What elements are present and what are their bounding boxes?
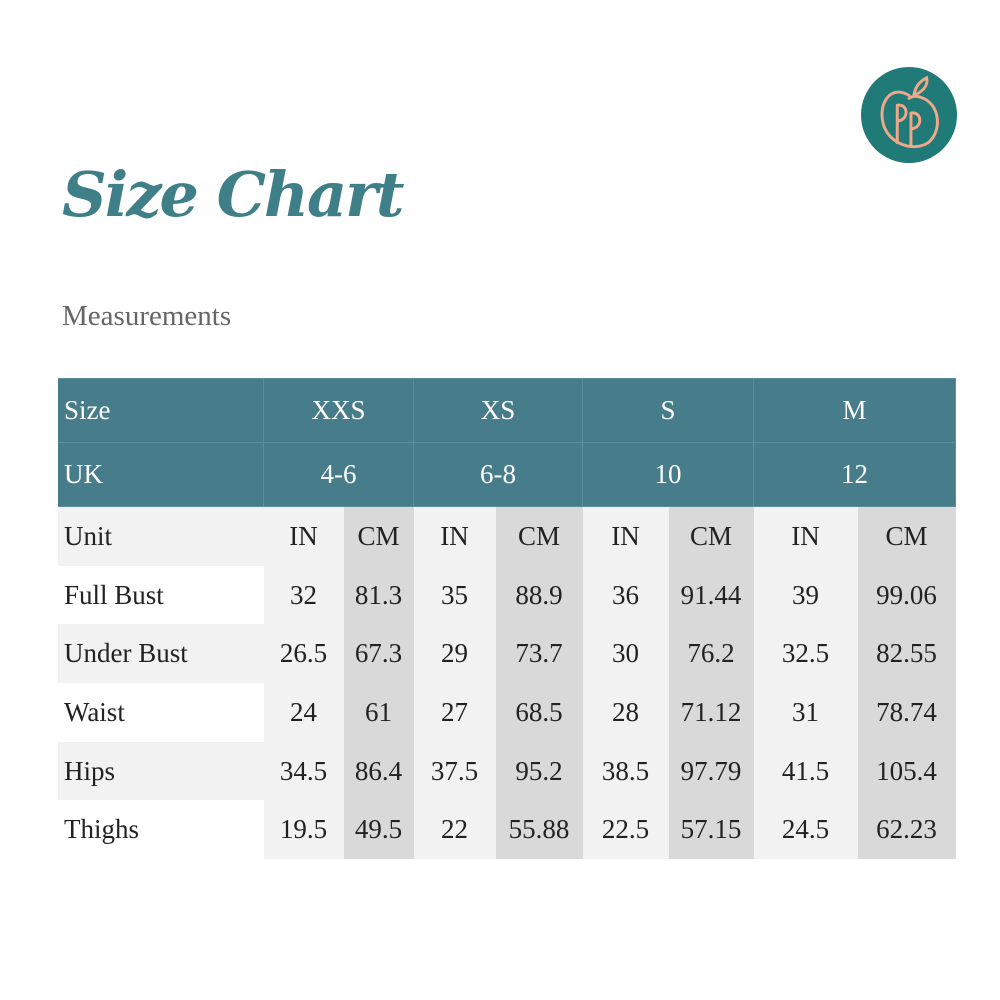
in-value-cell: 19.5 (263, 800, 344, 860)
in-value-cell: 36 (582, 565, 669, 625)
cm-value-cell: 99.06 (857, 565, 956, 625)
in-value-cell: 24.5 (753, 800, 858, 860)
cm-value-cell: 68.5 (495, 683, 583, 742)
size-s: S (582, 378, 754, 443)
uk-xxs: 4-6 (263, 442, 414, 507)
cm-value-cell: 105.4 (857, 741, 956, 801)
unit-cm: CM (668, 506, 754, 566)
cm-value-cell: 78.74 (857, 683, 956, 742)
unit-in: IN (263, 506, 344, 566)
unit-label: Unit (58, 506, 264, 566)
cm-value-cell: 62.23 (857, 800, 956, 860)
cm-value-cell: 67.3 (343, 624, 414, 684)
cm-value-cell: 95.2 (495, 741, 583, 801)
unit-in: IN (753, 506, 858, 566)
cm-value-cell: 76.2 (668, 624, 754, 684)
in-value-cell: 27 (413, 683, 496, 742)
cm-value-cell: 82.55 (857, 624, 956, 684)
cm-value-cell: 81.3 (343, 565, 414, 625)
in-value-cell: 31 (753, 683, 858, 742)
in-value-cell: 37.5 (413, 741, 496, 801)
in-value-cell: 22 (413, 800, 496, 860)
row-label: Waist (58, 683, 264, 742)
table-row: Waist 24 61 27 68.5 28 71.12 31 78.74 (58, 683, 956, 742)
in-value-cell: 41.5 (753, 741, 858, 801)
in-value-cell: 32 (263, 565, 344, 625)
unit-in: IN (413, 506, 496, 566)
size-row: Size XXS XS S M (58, 378, 956, 443)
unit-row: Unit IN CM IN CM IN CM IN CM (58, 506, 956, 566)
cm-value-cell: 86.4 (343, 741, 414, 801)
cm-value-cell: 57.15 (668, 800, 754, 860)
size-xs: XS (413, 378, 583, 443)
cm-value-cell: 91.44 (668, 565, 754, 625)
in-value-cell: 26.5 (263, 624, 344, 684)
unit-cm: CM (495, 506, 583, 566)
size-label: Size (58, 378, 264, 443)
unit-in: IN (582, 506, 669, 566)
in-value-cell: 35 (413, 565, 496, 625)
table-row: Full Bust 32 81.3 35 88.9 36 91.44 39 99.06 (58, 565, 956, 625)
uk-row: UK 4-6 6-8 10 12 (58, 442, 956, 507)
cm-value-cell: 73.7 (495, 624, 583, 684)
in-value-cell: 29 (413, 624, 496, 684)
in-value-cell: 34.5 (263, 741, 344, 801)
row-label: Full Bust (58, 565, 264, 625)
table-row: Hips 34.5 86.4 37.5 95.2 38.5 97.79 41.5 105.4 (58, 741, 956, 801)
unit-cm: CM (857, 506, 956, 566)
size-xxs: XXS (263, 378, 414, 443)
table-row: Under Bust 26.5 67.3 29 73.7 30 76.2 32.5 82.55 (58, 624, 956, 684)
row-label: Hips (58, 741, 264, 801)
in-value-cell: 24 (263, 683, 344, 742)
cm-value-cell: 71.12 (668, 683, 754, 742)
in-value-cell: 32.5 (753, 624, 858, 684)
uk-label: UK (58, 442, 264, 507)
in-value-cell: 38.5 (582, 741, 669, 801)
in-value-cell: 39 (753, 565, 858, 625)
table-row: Thighs 19.5 49.5 22 55.88 22.5 57.15 24.5 62.23 (58, 800, 956, 860)
cm-value-cell: 88.9 (495, 565, 583, 625)
in-value-cell: 22.5 (582, 800, 669, 860)
page-title: Size Chart (62, 158, 404, 231)
row-label: Thighs (58, 800, 264, 860)
in-value-cell: 30 (582, 624, 669, 684)
size-m: M (753, 378, 956, 443)
unit-cm: CM (343, 506, 414, 566)
cm-value-cell: 55.88 (495, 800, 583, 860)
in-value-cell: 28 (582, 683, 669, 742)
uk-xs: 6-8 (413, 442, 583, 507)
cm-value-cell: 61 (343, 683, 414, 742)
section-subtitle: Measurements (62, 300, 232, 332)
uk-s: 10 (582, 442, 754, 507)
peach-logo-icon (860, 66, 958, 164)
size-chart-table: Size XXS XS S M UK 4-6 6-8 10 12 Unit IN… (58, 378, 956, 860)
cm-value-cell: 49.5 (343, 800, 414, 860)
cm-value-cell: 97.79 (668, 741, 754, 801)
uk-m: 12 (753, 442, 956, 507)
row-label: Under Bust (58, 624, 264, 684)
